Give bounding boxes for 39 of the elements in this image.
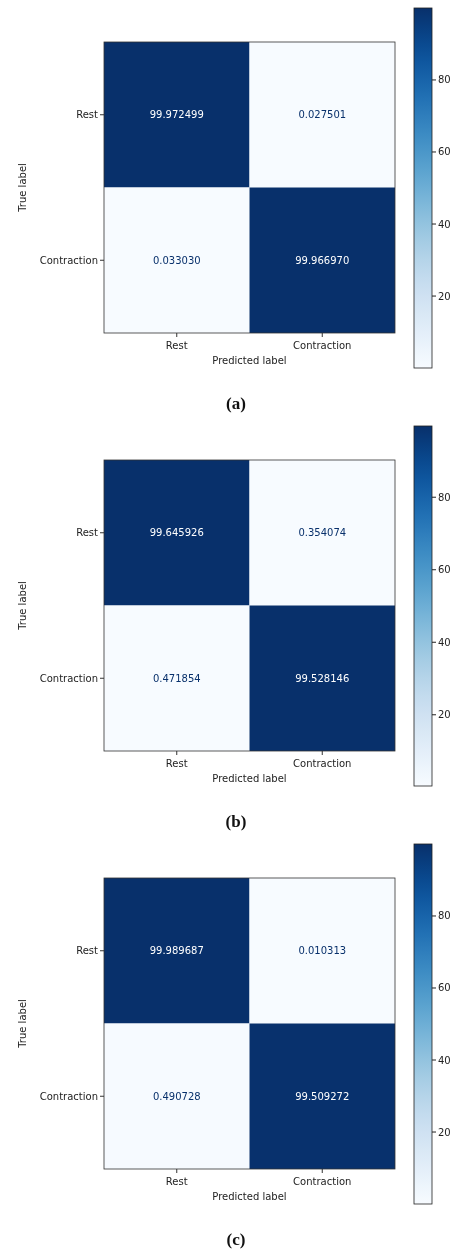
x-axis-title: Predicted label (212, 773, 287, 784)
y-tick-label: Rest (76, 109, 99, 121)
color-bar-label: 20 (438, 1126, 451, 1138)
y-tick-label: Contraction (39, 1090, 98, 1102)
color-bar-label: 20 (438, 290, 451, 302)
color-bar-label: 40 (438, 1054, 451, 1066)
color-bar-label: 40 (438, 218, 451, 230)
color-bar-label: 20 (438, 709, 451, 721)
data-label: 0.033030 (152, 254, 201, 266)
data-label: 99.989687 (149, 945, 204, 957)
x-axis-title: Predicted label (212, 355, 287, 366)
color-bar-label: 60 (438, 564, 451, 576)
text: (a) (226, 394, 246, 413)
data-label: 0.354074 (298, 527, 347, 539)
y-axis-title: True label (17, 163, 28, 213)
y-tick-label: Contraction (39, 254, 98, 266)
x-axis-title: Predicted label (212, 1191, 287, 1202)
data-label: 99.972499 (149, 109, 204, 121)
data-label: 0.010313 (298, 945, 347, 957)
color-bar-label: 40 (438, 636, 451, 648)
y-axis-title: True label (17, 581, 28, 631)
y-tick-label: Contraction (39, 672, 98, 684)
data-label: 99.966970 (295, 254, 350, 266)
y-tick-label: Rest (76, 527, 99, 539)
y-tick-label: Rest (76, 945, 99, 957)
color-bar-label: 80 (438, 491, 451, 503)
color-bar-label: 80 (438, 74, 451, 86)
y-axis-title: True label (17, 999, 28, 1049)
text: (c) (226, 1230, 246, 1249)
data-label: 0.027501 (298, 109, 347, 121)
data-label: 99.509272 (295, 1090, 350, 1102)
text: (b) (225, 812, 247, 831)
color-bar-label: 60 (438, 146, 451, 158)
color-bar-label: 80 (438, 910, 451, 922)
color-bar-label: 60 (438, 982, 451, 994)
data-label: 99.528146 (295, 672, 350, 684)
data-label: 0.490728 (152, 1090, 201, 1102)
data-label: 99.645926 (149, 527, 204, 539)
data-label: 0.471854 (152, 672, 201, 684)
